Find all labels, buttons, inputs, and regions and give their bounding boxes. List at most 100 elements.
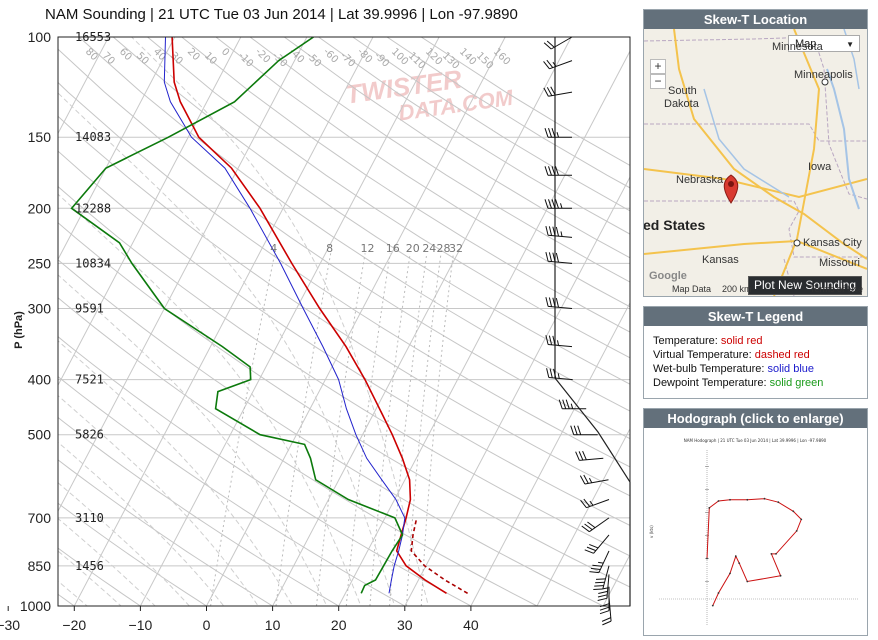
isotherm-line [58,37,110,135]
chart-title: NAM Sounding | 21 UTC Tue 03 Jun 2014 | … [45,6,518,23]
wind-barb [593,565,610,591]
legend-row-virtual-temperature: Virtual Temperature: dashed red [653,349,810,361]
height-label: 3110 [75,511,104,525]
hodograph-point [717,500,720,502]
isotherm-label: -90 [372,50,391,69]
hodograph-thumbnail[interactable]: NAM Hodograph | 21 UTC Tue 03 Jun 2014 |… [644,428,867,635]
moist-adiabat-line [58,395,259,606]
isotherm-label: 80 [83,46,100,63]
isotherm-label: 60 [117,46,134,63]
hodograph-point [717,592,720,594]
map-label-kansas-city: Kansas City [803,237,862,249]
dry-adiabat-line [58,115,630,497]
moist-adiabat-line [58,550,122,606]
dry-adiabat-line [58,297,539,606]
moist-adiabat-line [58,482,191,606]
hodograph-chart[interactable]: NAM Hodograph | 21 UTC Tue 03 Jun 2014 |… [644,428,867,635]
skewt-location-panel: Skew-T Location + − Map ▼ Mi [643,9,868,297]
wind-barb [589,550,610,574]
moist-adiabat-line [58,274,328,606]
moist-adiabat-line [58,340,294,606]
temperature-tick-label: 40 [463,617,479,633]
map-data-link[interactable]: Map Data [672,284,712,294]
location-map[interactable]: + − Map ▼ Minnesota Minneapolis South Dak… [644,29,867,296]
terms-of-use-link[interactable]: Terms of Use [810,284,864,294]
wind-barb [580,498,610,509]
dry-adiabat-line [58,459,274,606]
mixing-ratio-label: 4 [270,242,277,255]
hodograph-point [775,553,777,555]
legend-row-dewpoint-temperature: Dewpoint Temperature: solid green [653,377,824,389]
legend-row-temperature: Temperature: solid red [653,335,763,347]
map-type-select[interactable]: Map ▼ [788,35,860,52]
wind-barb [558,399,587,410]
wind-barb [575,450,604,461]
height-label: 9591 [75,301,104,315]
wind-barb [543,59,573,70]
map-label-south: South [668,85,697,97]
wind-barb [546,368,573,381]
map-base [644,29,867,296]
pressure-tick-label: 100 [28,29,52,45]
wind-barb [543,86,573,97]
moist-adiabat-line [0,354,35,619]
temperature-tick-label: 0 [203,617,211,633]
isotherm-line [139,37,440,606]
zoom-out-button[interactable]: − [650,74,666,89]
isotherm-line [470,301,630,606]
map-label-minnesota: Minnesota [772,41,823,53]
temperature-tick-label: 10 [265,617,281,633]
plot-new-sounding-button[interactable]: Plot New Sounding [748,276,863,295]
mixing-ratio-label: 20 [406,242,420,255]
isotherm-label: 30 [168,50,185,67]
height-label: 1456 [75,559,104,573]
pressure-tick-label: 150 [28,129,52,145]
legend-value-dewpoint-temperature: solid green [769,377,824,389]
isotherm-line [58,37,308,513]
hodograph-point [708,507,711,509]
series-dewpoint-temperature-line [70,37,404,594]
height-label: 12288 [75,201,111,215]
pressure-tick-label: 200 [28,200,52,216]
dry-adiabat-line [249,37,630,283]
dry-adiabat-line [58,259,605,606]
hodograph-point [729,498,731,501]
legend-value-wetbulb-temperature: solid blue [767,363,815,375]
dry-adiabat-line [58,416,340,606]
map-label-minneapolis: Minneapolis [794,69,853,81]
temperature-tick-label: −10 [129,617,153,633]
legend-row-wetbulb-temperature: Wet-bulb Temperature: solid blue [653,363,815,375]
wind-barb [545,297,573,309]
hodograph-panel-header[interactable]: Hodograph (click to enlarge) [644,409,867,428]
moist-adiabat-line [58,92,396,606]
isotherm-label: 20 [185,46,202,63]
temperature-tick-label: 30 [397,617,413,633]
wind-barb [545,251,573,264]
wind-barb [599,586,610,615]
dry-adiabat-line [215,37,630,308]
pressure-tick-label: 250 [28,255,52,271]
isotherm-line [404,175,630,606]
hodograph-panel[interactable]: Hodograph (click to enlarge) NAM Hodogra… [643,408,868,636]
isotherm-line [338,50,630,606]
height-label: 7521 [75,373,104,387]
hodograph-title: NAM Hodograph | 21 UTC Tue 03 Jun 2014 |… [684,438,827,443]
pressure-tick-label: 300 [28,300,52,316]
location-marker-icon[interactable] [723,174,739,204]
moist-adiabat-line [131,37,429,606]
plot-frame [57,36,631,607]
y-axis-label: P (hPa) [13,311,25,349]
legend-panel-header: Skew-T Legend [644,307,867,326]
wind-barb [597,574,610,601]
dry-adiabat-line [78,37,630,412]
wind-profile-frame [554,37,631,606]
dry-adiabat-line [386,37,630,189]
hodograph-point [779,574,782,577]
isotherm-line [206,37,506,606]
mixing-ratio-line [210,253,276,606]
legend-value-temperature: solid red [720,335,763,347]
map-label-iowa: Iowa [808,161,832,173]
legend-value-virtual-temperature: dashed red [754,349,810,361]
zoom-in-button[interactable]: + [650,59,666,74]
mixing-ratio-label: 8 [326,242,333,255]
